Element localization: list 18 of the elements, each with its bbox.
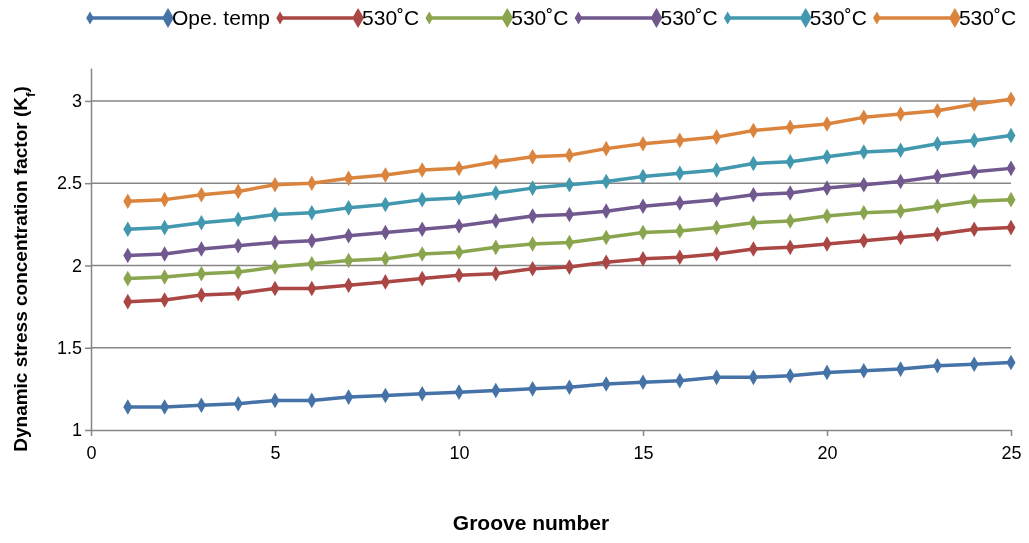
legend-label: 530˚C <box>958 6 1017 29</box>
legend-label: Ope. temp <box>172 6 271 29</box>
y-tick-label: 3 <box>71 91 82 112</box>
y-tick-label: 2 <box>71 255 82 276</box>
x-tick-label: 10 <box>449 442 470 463</box>
x-tick-label: 20 <box>817 442 838 463</box>
y-tick-label: 1.5 <box>56 337 82 358</box>
y-tick-label: 1 <box>71 420 82 441</box>
x-tick-label: 25 <box>1001 442 1022 463</box>
x-tick-label: 15 <box>633 442 654 463</box>
legend-label: 530˚C <box>362 6 420 29</box>
y-tick-label: 2.5 <box>56 173 82 194</box>
legend-label: 530˚C <box>809 6 867 29</box>
x-tick-label: 5 <box>270 442 281 463</box>
x-axis-title: Groove number <box>452 511 610 534</box>
x-tick-label: 0 <box>86 442 97 463</box>
legend-label: 530˚C <box>660 6 718 29</box>
legend-label: 530˚C <box>511 6 569 29</box>
